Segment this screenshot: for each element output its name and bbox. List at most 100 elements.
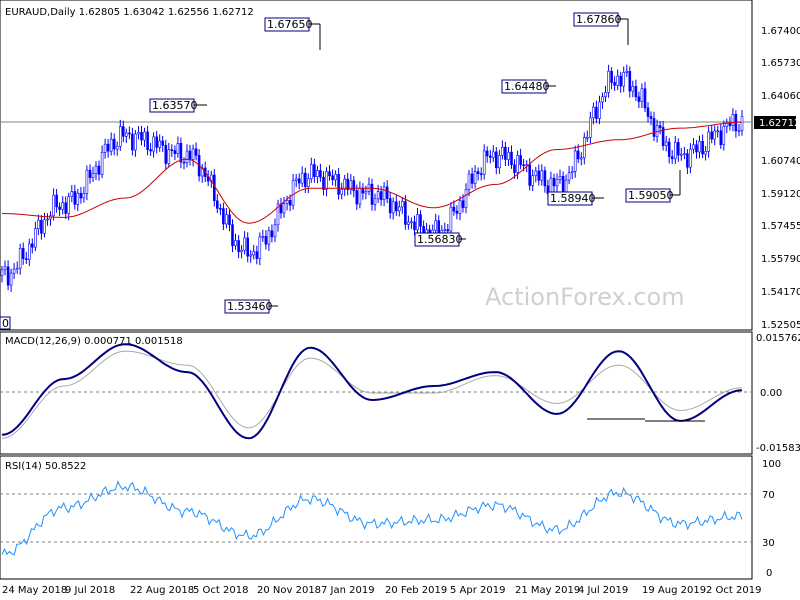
- candle: [470, 167, 474, 189]
- candle: [334, 170, 337, 187]
- candle: [704, 146, 707, 161]
- candle-body: [537, 170, 541, 181]
- candle: [619, 71, 623, 93]
- date-tick: 20 Nov 2018: [257, 585, 321, 596]
- candle: [128, 126, 131, 140]
- candle-body: [264, 236, 268, 245]
- candle: [610, 67, 613, 90]
- candle-body: [649, 116, 653, 119]
- candle-body: [528, 164, 532, 186]
- candle-body: [252, 251, 255, 256]
- candle: [373, 193, 377, 211]
- candle: [464, 183, 468, 214]
- candle-body: [516, 155, 519, 173]
- candle-body: [270, 230, 274, 238]
- candle-body: [619, 75, 623, 87]
- candle-body: [21, 248, 25, 259]
- candle: [21, 242, 25, 265]
- candle-body: [91, 173, 95, 178]
- date-tick: 22 Aug 2018: [130, 585, 194, 596]
- candle-body: [219, 208, 222, 210]
- candle: [3, 260, 7, 276]
- candle-body: [331, 175, 334, 181]
- candle-body: [458, 200, 462, 214]
- candle-body: [240, 249, 243, 253]
- candle-body: [158, 140, 161, 148]
- candle: [73, 184, 77, 210]
- candle-body: [122, 126, 125, 137]
- candle: [658, 121, 662, 135]
- candle: [61, 196, 65, 215]
- candle: [30, 238, 34, 254]
- candle-body: [0, 269, 4, 276]
- date-tick: 5 Oct 2018: [193, 585, 248, 596]
- candle-body: [213, 174, 216, 202]
- candle-series: [0, 64, 744, 292]
- candle: [519, 148, 522, 170]
- candle-body: [716, 130, 720, 133]
- candle: [252, 244, 255, 260]
- candle: [416, 208, 419, 235]
- candle-body: [498, 155, 501, 168]
- candle: [137, 126, 140, 140]
- candle: [300, 166, 304, 188]
- candle-body: [379, 191, 383, 200]
- candle-body: [479, 173, 483, 175]
- candle: [64, 196, 67, 219]
- candle: [70, 185, 74, 203]
- candle-body: [722, 126, 726, 145]
- candle: [604, 86, 607, 102]
- candle-body: [728, 122, 732, 126]
- candle-body: [488, 155, 492, 158]
- candle: [122, 120, 125, 143]
- candle-body: [55, 194, 58, 208]
- candle-body: [485, 150, 489, 157]
- candle: [27, 238, 31, 267]
- price-panel-frame: [0, 0, 753, 331]
- candle-body: [143, 131, 146, 141]
- candle-body: [686, 153, 689, 168]
- candle: [322, 171, 325, 196]
- candle: [297, 173, 301, 190]
- candle: [543, 166, 547, 193]
- candle: [616, 69, 620, 91]
- candle-body: [161, 140, 164, 146]
- candle-body: [222, 208, 225, 225]
- candle: [631, 80, 635, 98]
- candle-body: [467, 173, 471, 190]
- candle: [513, 159, 516, 179]
- candle-body: [413, 221, 416, 231]
- candle-body: [567, 172, 571, 181]
- candle: [125, 128, 128, 143]
- candle: [161, 136, 164, 152]
- candle: [710, 125, 714, 144]
- candle-body: [18, 248, 22, 269]
- candle: [112, 133, 116, 156]
- candle: [488, 150, 492, 164]
- candle-body: [664, 141, 668, 147]
- candle-body: [443, 229, 447, 231]
- candle: [261, 229, 265, 242]
- svg-text:1.67860: 1.67860: [576, 13, 622, 26]
- price-header: EURAUD,Daily 1.62805 1.63042 1.62556 1.6…: [5, 7, 254, 18]
- candle: [467, 169, 471, 197]
- candle: [552, 173, 556, 193]
- candle: [382, 182, 386, 207]
- candle: [482, 144, 486, 180]
- candle-body: [698, 141, 701, 153]
- candle: [149, 142, 152, 156]
- candle: [270, 224, 274, 243]
- candle-body: [640, 88, 644, 102]
- candle-body: [146, 131, 149, 150]
- candle: [622, 66, 626, 92]
- candle-body: [134, 133, 137, 151]
- candle: [249, 250, 252, 263]
- candle: [676, 138, 680, 162]
- candle-body: [631, 86, 635, 92]
- candle: [713, 125, 717, 146]
- candle-body: [182, 161, 186, 164]
- candle-body: [58, 206, 61, 210]
- candle: [391, 197, 395, 220]
- candle: [449, 202, 453, 238]
